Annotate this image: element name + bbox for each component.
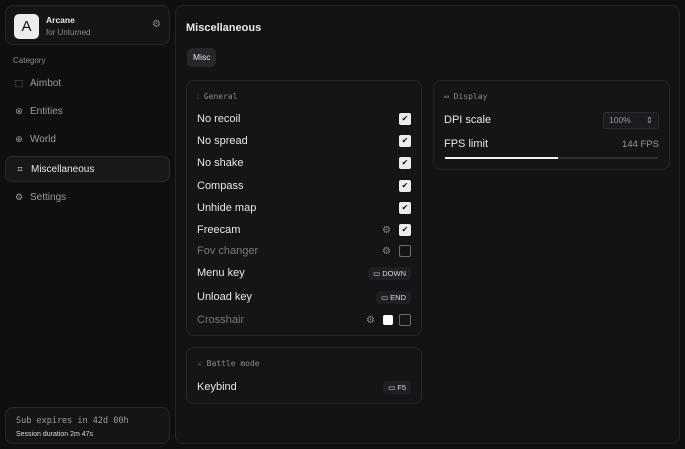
keybind-row: Keybind ▭ F5 [197,377,411,397]
row-label: Unload key [197,291,253,303]
brand-card: A Arcane for Unturned ⚙ [5,5,170,45]
general-row: No spread ✔ [197,131,411,151]
fps-slider-fill [445,157,558,159]
session-duration: Session duration 2m 47s [16,431,94,438]
display-card: ▭ Display DPI scale 100% ⇕ FPS limit 144 … [433,80,670,170]
subscription-card: Sub expires in 42d 00h Session duration … [5,407,170,444]
entities-icon: ⊗ [15,105,23,116]
checkbox[interactable] [399,314,411,326]
settings-gear-icon[interactable]: ⚙ [152,19,161,30]
general-header: ⫶ General [197,92,238,101]
keybind-label: Keybind [197,381,237,393]
row-label: Fov changer [197,245,259,257]
checkbox[interactable]: ✔ [399,202,411,214]
checkbox[interactable]: ✔ [399,224,411,236]
row-label: Unhide map [197,202,257,214]
globe-icon: ⊕ [15,133,23,144]
dpi-row: DPI scale 100% ⇕ [444,110,659,130]
sidebar-item-aimbot[interactable]: ⬚ Aimbot [5,70,170,96]
sidebar-item-label: Aimbot [30,77,62,89]
sidebar-item-entities[interactable]: ⊗ Entities [5,98,170,124]
display-header: ▭ Display [444,92,488,101]
fps-slider[interactable] [445,157,658,159]
row-label: Compass [197,180,244,192]
row-label: No shake [197,157,244,169]
dpi-label: DPI scale [444,114,492,126]
app-logo: A [14,14,39,39]
app-subtitle: for Unturned [46,28,91,37]
general-row: Unload key ▭ END [197,287,411,307]
checkbox[interactable] [399,245,411,257]
dpi-select[interactable]: 100% ⇕ [603,111,659,129]
row-label: No recoil [197,113,241,125]
sliders-icon: ⫶ [197,92,204,101]
tab-misc[interactable]: Misc [187,48,217,67]
checkbox[interactable]: ✔ [399,113,411,125]
gear-icon[interactable]: ⚙ [382,224,391,236]
row-label: No spread [197,135,248,147]
keybind-button[interactable]: ▭ F5 [383,380,411,394]
category-label: Category [13,56,46,65]
general-row: No shake ✔ [197,153,411,173]
fps-value: 144 FPS [622,138,659,150]
page-title: Miscellaneous [186,22,262,34]
sidebar-item-miscellaneous[interactable]: ⌗ Miscellaneous [5,156,170,182]
color-swatch[interactable] [383,315,393,325]
battle-icon: ⚔ [197,359,207,368]
general-row: Fov changer ⚙ [197,241,411,261]
general-row: Menu key ▭ DOWN [197,263,411,283]
gear-icon[interactable]: ⚙ [382,245,391,257]
checkbox[interactable]: ✔ [399,135,411,147]
gear-icon: ⚙ [14,191,24,202]
gear-icon[interactable]: ⚙ [366,314,375,326]
checkbox[interactable]: ✔ [399,157,411,169]
crosshair-icon: ⬚ [14,77,24,88]
fps-row: FPS limit 144 FPS [444,134,659,154]
keybind-button[interactable]: ▭ END [375,290,411,304]
sub-expires: Sub expires in 42d 00h [16,416,129,426]
checkbox[interactable]: ✔ [399,180,411,192]
battle-header: ⚔ Battle mode [197,359,260,368]
sidebar-item-label: World [30,133,56,145]
app-name: Arcane [46,15,75,25]
general-row: Freecam ⚙ ✔ [197,220,411,240]
row-label: Crosshair [197,314,245,326]
fps-label: FPS limit [444,138,488,150]
sidebar-item-label: Entities [30,105,63,117]
monitor-icon: ▭ [444,92,454,101]
row-label: Freecam [197,224,241,236]
general-row: No recoil ✔ [197,109,411,129]
general-row: Crosshair ⚙ [197,310,411,330]
sidebar-item-label: Miscellaneous [31,163,95,175]
stepper-icon: ⇕ [645,114,653,125]
general-row: Compass ✔ [197,176,411,196]
general-card: ⫶ General No recoil ✔ No spread ✔ No shake ✔ C… [186,80,422,336]
battle-mode-card: ⚔ Battle mode Keybind ▭ F5 [186,347,422,404]
sidebar-item-settings[interactable]: ⚙ Settings [5,184,170,210]
sidebar-item-label: Settings [30,191,67,203]
keybind-button[interactable]: ▭ DOWN [368,266,411,280]
general-row: Unhide map ✔ [197,198,411,218]
row-label: Menu key [197,267,245,279]
grid-icon: ⌗ [17,163,23,174]
sidebar-item-world[interactable]: ⊕ World [5,126,170,152]
